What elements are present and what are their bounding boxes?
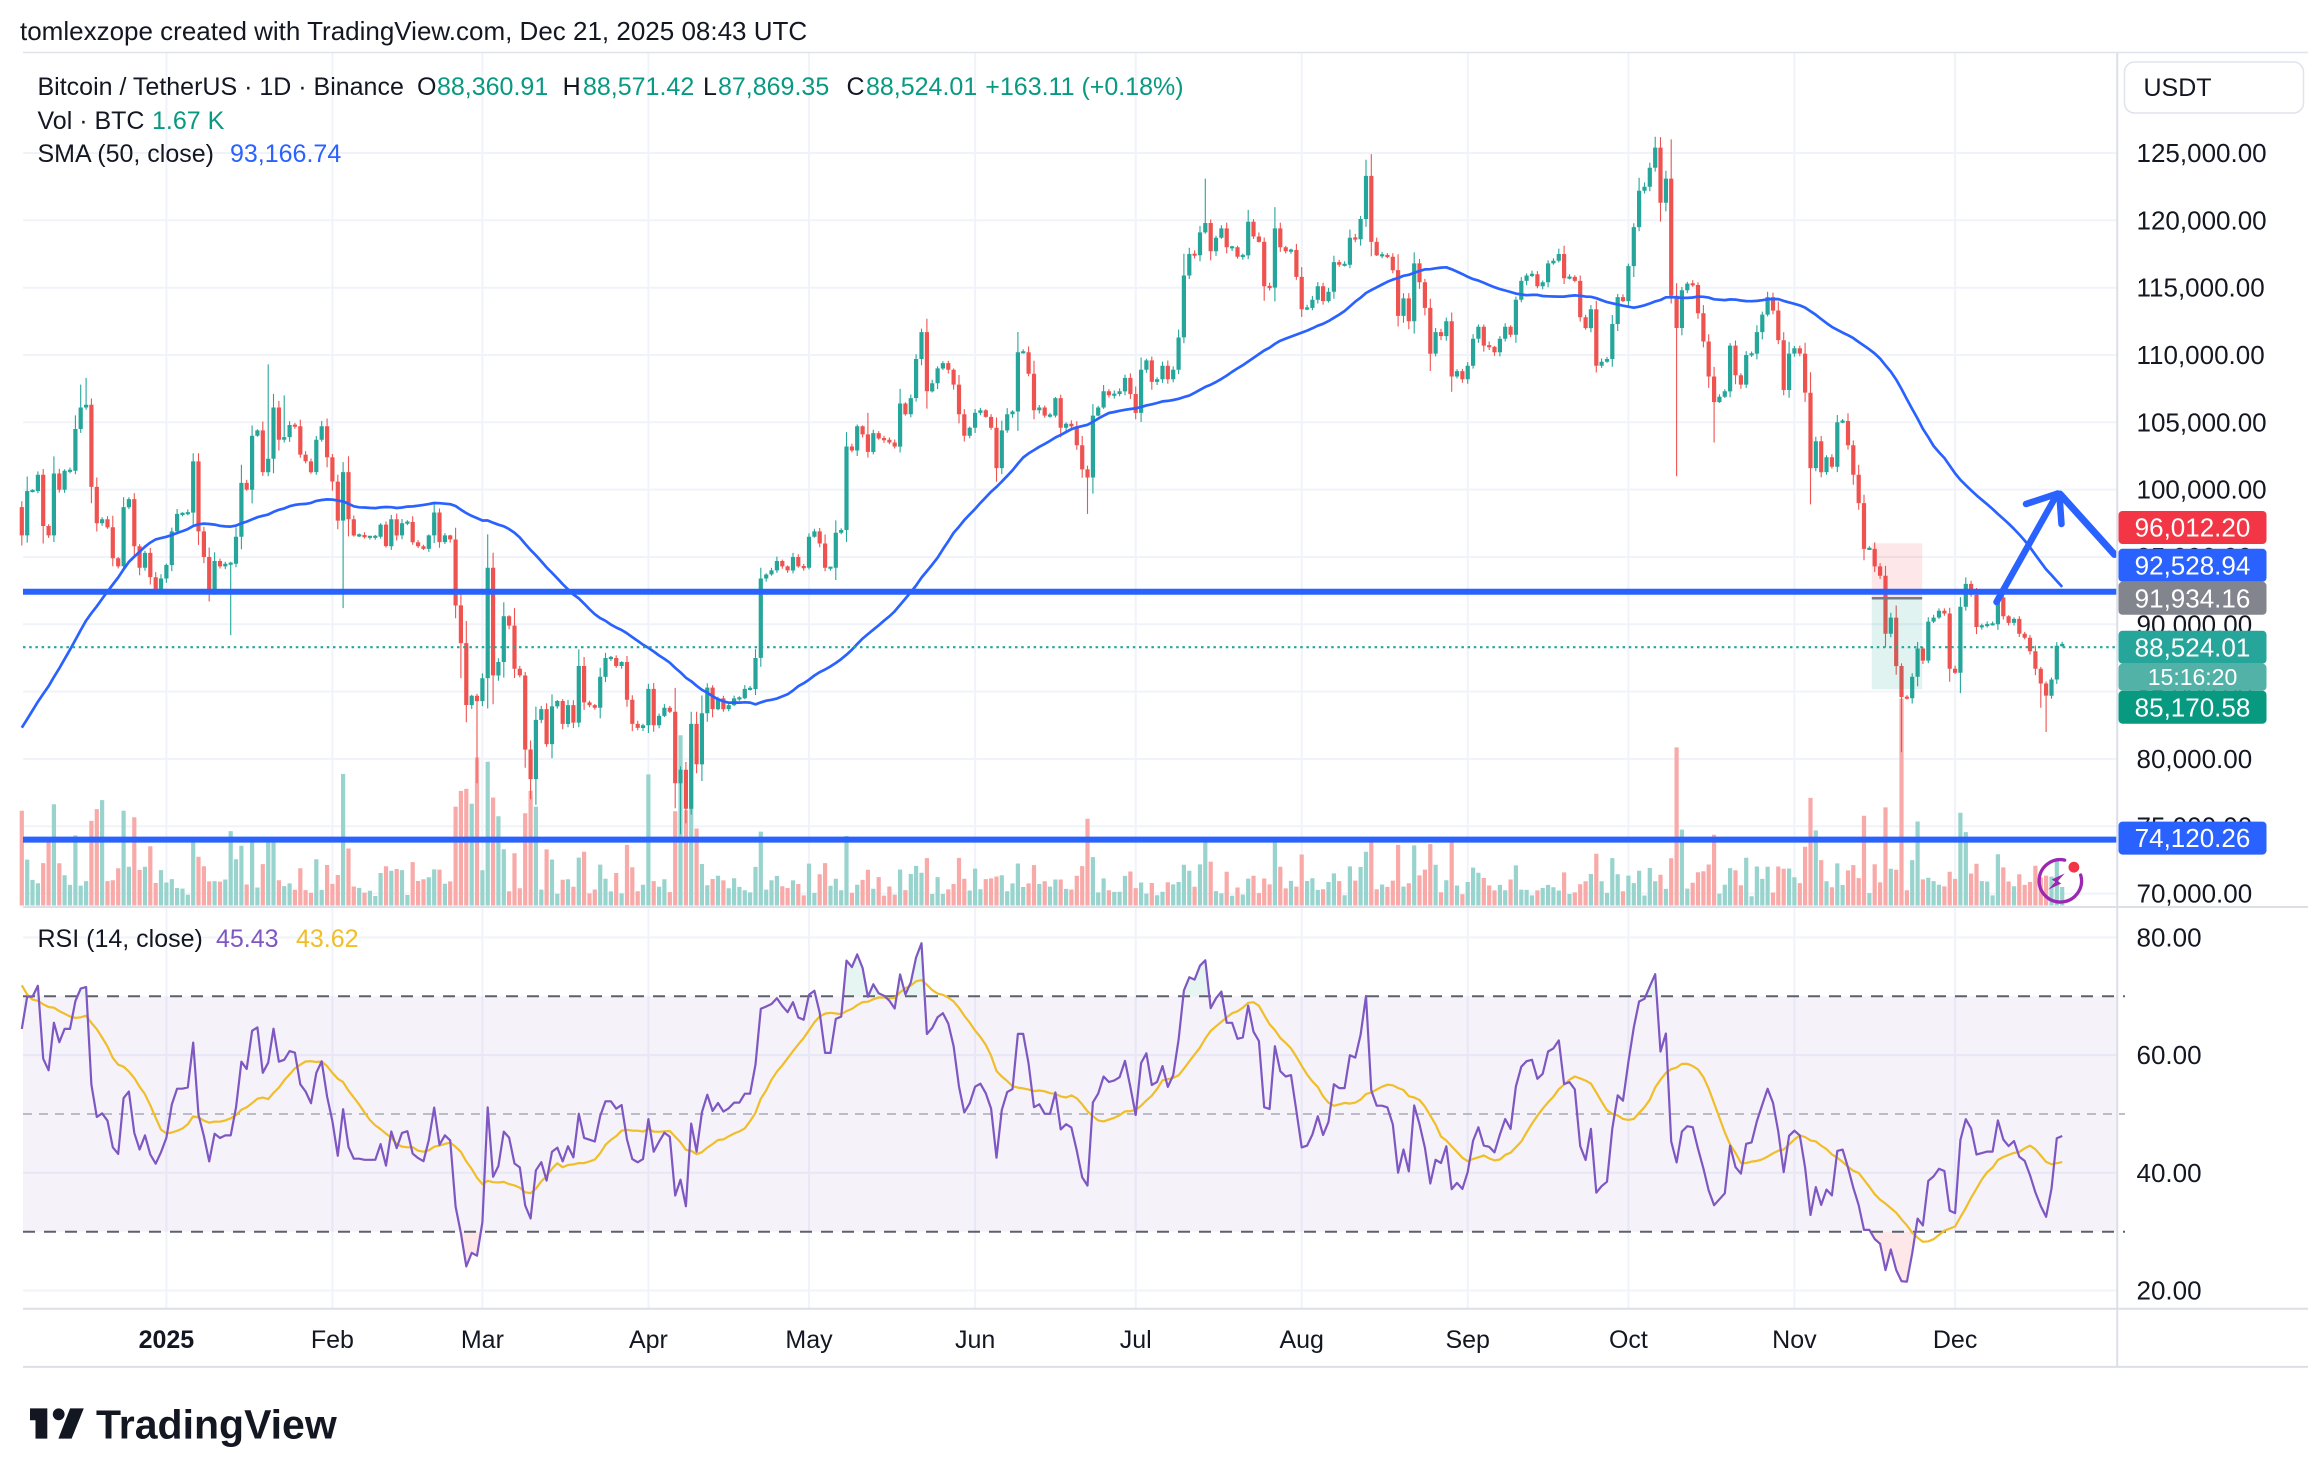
svg-text:70,000.00: 70,000.00 — [2137, 879, 2253, 909]
svg-text:125,000.00: 125,000.00 — [2137, 138, 2267, 168]
svg-text:15:16:20: 15:16:20 — [2148, 664, 2238, 690]
svg-text:87,869.35: 87,869.35 — [718, 73, 829, 101]
svg-text:91,934.16: 91,934.16 — [2135, 583, 2251, 613]
svg-text:C: C — [847, 73, 865, 101]
svg-text:Mar: Mar — [461, 1326, 504, 1354]
svg-text:Jul: Jul — [1120, 1326, 1152, 1354]
svg-text:60.00: 60.00 — [2137, 1040, 2202, 1070]
svg-text:80.00: 80.00 — [2137, 922, 2202, 952]
svg-text:SMA (50, close): SMA (50, close) — [38, 140, 214, 168]
svg-text:100,000.00: 100,000.00 — [2137, 475, 2267, 505]
svg-text:O: O — [417, 73, 436, 101]
svg-text:2025: 2025 — [139, 1326, 195, 1354]
svg-text:tomlexzope created with Tradin: tomlexzope created with TradingView.com,… — [20, 16, 807, 46]
svg-text:Jun: Jun — [955, 1326, 995, 1354]
svg-text:H: H — [563, 73, 581, 101]
svg-text:20.00: 20.00 — [2137, 1276, 2202, 1306]
svg-text:Feb: Feb — [311, 1326, 354, 1354]
svg-text:L: L — [703, 73, 717, 101]
svg-text:May: May — [785, 1326, 833, 1354]
svg-text:45.43: 45.43 — [216, 925, 279, 953]
svg-text:Dec: Dec — [1933, 1326, 1977, 1354]
svg-text:92,528.94: 92,528.94 — [2135, 550, 2251, 580]
svg-text:85,170.58: 85,170.58 — [2135, 692, 2251, 722]
svg-text:+163.11 (+0.18%): +163.11 (+0.18%) — [985, 73, 1183, 101]
svg-text:Vol · BTC: Vol · BTC — [38, 107, 145, 135]
svg-text:88,360.91: 88,360.91 — [437, 73, 548, 101]
svg-text:Aug: Aug — [1279, 1326, 1323, 1354]
svg-text:96,012.20: 96,012.20 — [2135, 513, 2251, 543]
svg-text:Bitcoin / TetherUS · 1D · Bina: Bitcoin / TetherUS · 1D · Binance — [38, 73, 404, 101]
svg-text:88,524.01: 88,524.01 — [2135, 632, 2251, 662]
svg-text:88,571.42: 88,571.42 — [583, 73, 694, 101]
svg-text:80,000.00: 80,000.00 — [2137, 744, 2253, 774]
svg-text:Nov: Nov — [1772, 1326, 1817, 1354]
svg-text:43.62: 43.62 — [296, 925, 359, 953]
svg-text:120,000.00: 120,000.00 — [2137, 205, 2267, 235]
svg-text:74,120.26: 74,120.26 — [2135, 823, 2251, 853]
svg-text:Sep: Sep — [1445, 1326, 1489, 1354]
svg-text:Oct: Oct — [1609, 1326, 1648, 1354]
svg-text:115,000.00: 115,000.00 — [2137, 273, 2265, 303]
svg-text:RSI (14, close): RSI (14, close) — [38, 925, 203, 953]
svg-text:1.67 K: 1.67 K — [152, 107, 225, 135]
svg-text:93,166.74: 93,166.74 — [230, 140, 341, 168]
svg-text:Apr: Apr — [629, 1326, 668, 1354]
svg-text:110,000.00: 110,000.00 — [2137, 340, 2265, 370]
svg-text:88,524.01: 88,524.01 — [866, 73, 977, 101]
svg-text:105,000.00: 105,000.00 — [2137, 407, 2267, 437]
svg-text:USDT: USDT — [2144, 74, 2212, 102]
svg-text:40.00: 40.00 — [2137, 1158, 2202, 1188]
svg-text:TradingView: TradingView — [96, 1402, 337, 1448]
